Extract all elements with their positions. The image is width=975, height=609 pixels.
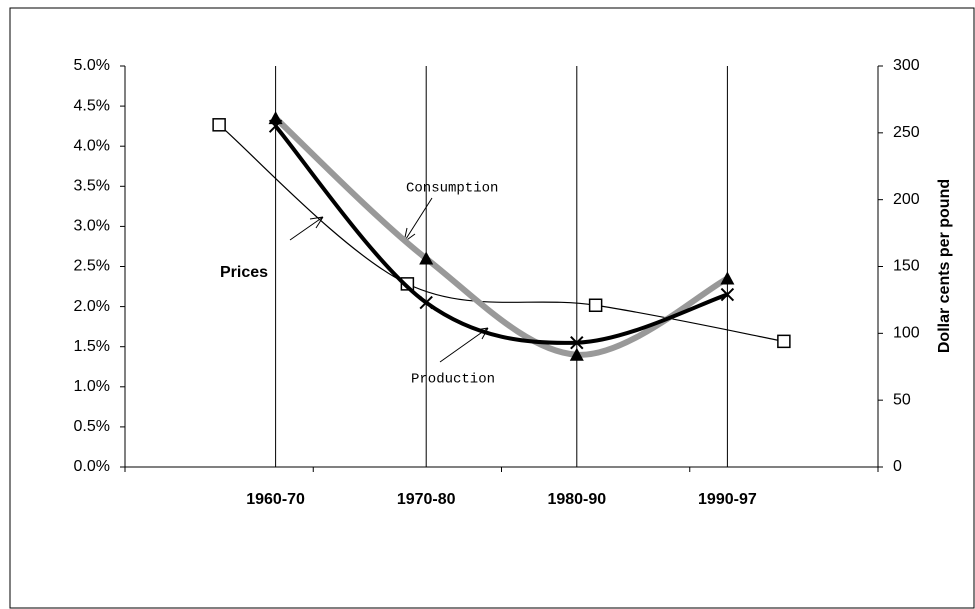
y2-axis-label: Dollar cents per pound [936,179,953,353]
y2-tick-label: 0 [893,458,902,475]
marker [419,295,433,310]
y-tick-label: 4.5% [74,97,110,114]
y-tick-label: 5.0% [74,57,110,74]
marker [588,298,603,313]
y2-tick-label: 250 [893,124,920,141]
x-tick-label: 1980-90 [547,491,606,508]
marker [268,119,283,133]
marker [777,334,791,349]
arrow [439,327,489,363]
x-tick-label: 1960-70 [246,491,305,508]
y-tick-label: 0.5% [74,418,110,435]
annotation: Production [411,372,495,388]
y2-tick-label: 100 [893,325,920,342]
y-tick-label: 2.5% [74,258,110,275]
y2-tick-label: 200 [893,191,920,208]
marker [570,335,584,350]
chart-frame [9,7,975,609]
arrow [403,197,433,243]
x-tick-label: 1970-80 [397,491,456,508]
marker [212,118,226,132]
y-tick-label: 1.5% [74,338,110,355]
y-tick-label: 3.0% [74,218,110,235]
annotation: Consumption [406,181,498,197]
marker [720,271,735,285]
y-tick-label: 1.0% [74,378,110,395]
marker [569,347,584,361]
annotation: Prices [220,264,268,281]
marker [720,287,735,302]
series-line [273,115,729,358]
y-tick-label: 3.5% [74,178,110,195]
marker [268,111,283,125]
y-tick-label: 0.0% [74,458,110,475]
x-tick-label: 1990-97 [698,491,757,508]
series-line [274,124,729,345]
series-line [218,124,784,342]
y-tick-label: 2.0% [74,298,110,315]
y2-tick-label: 150 [893,258,920,275]
y2-tick-label: 50 [893,391,911,408]
marker [419,251,434,265]
y-tick-label: 4.0% [74,137,110,154]
arrow [289,216,324,241]
y2-tick-label: 300 [893,57,920,74]
